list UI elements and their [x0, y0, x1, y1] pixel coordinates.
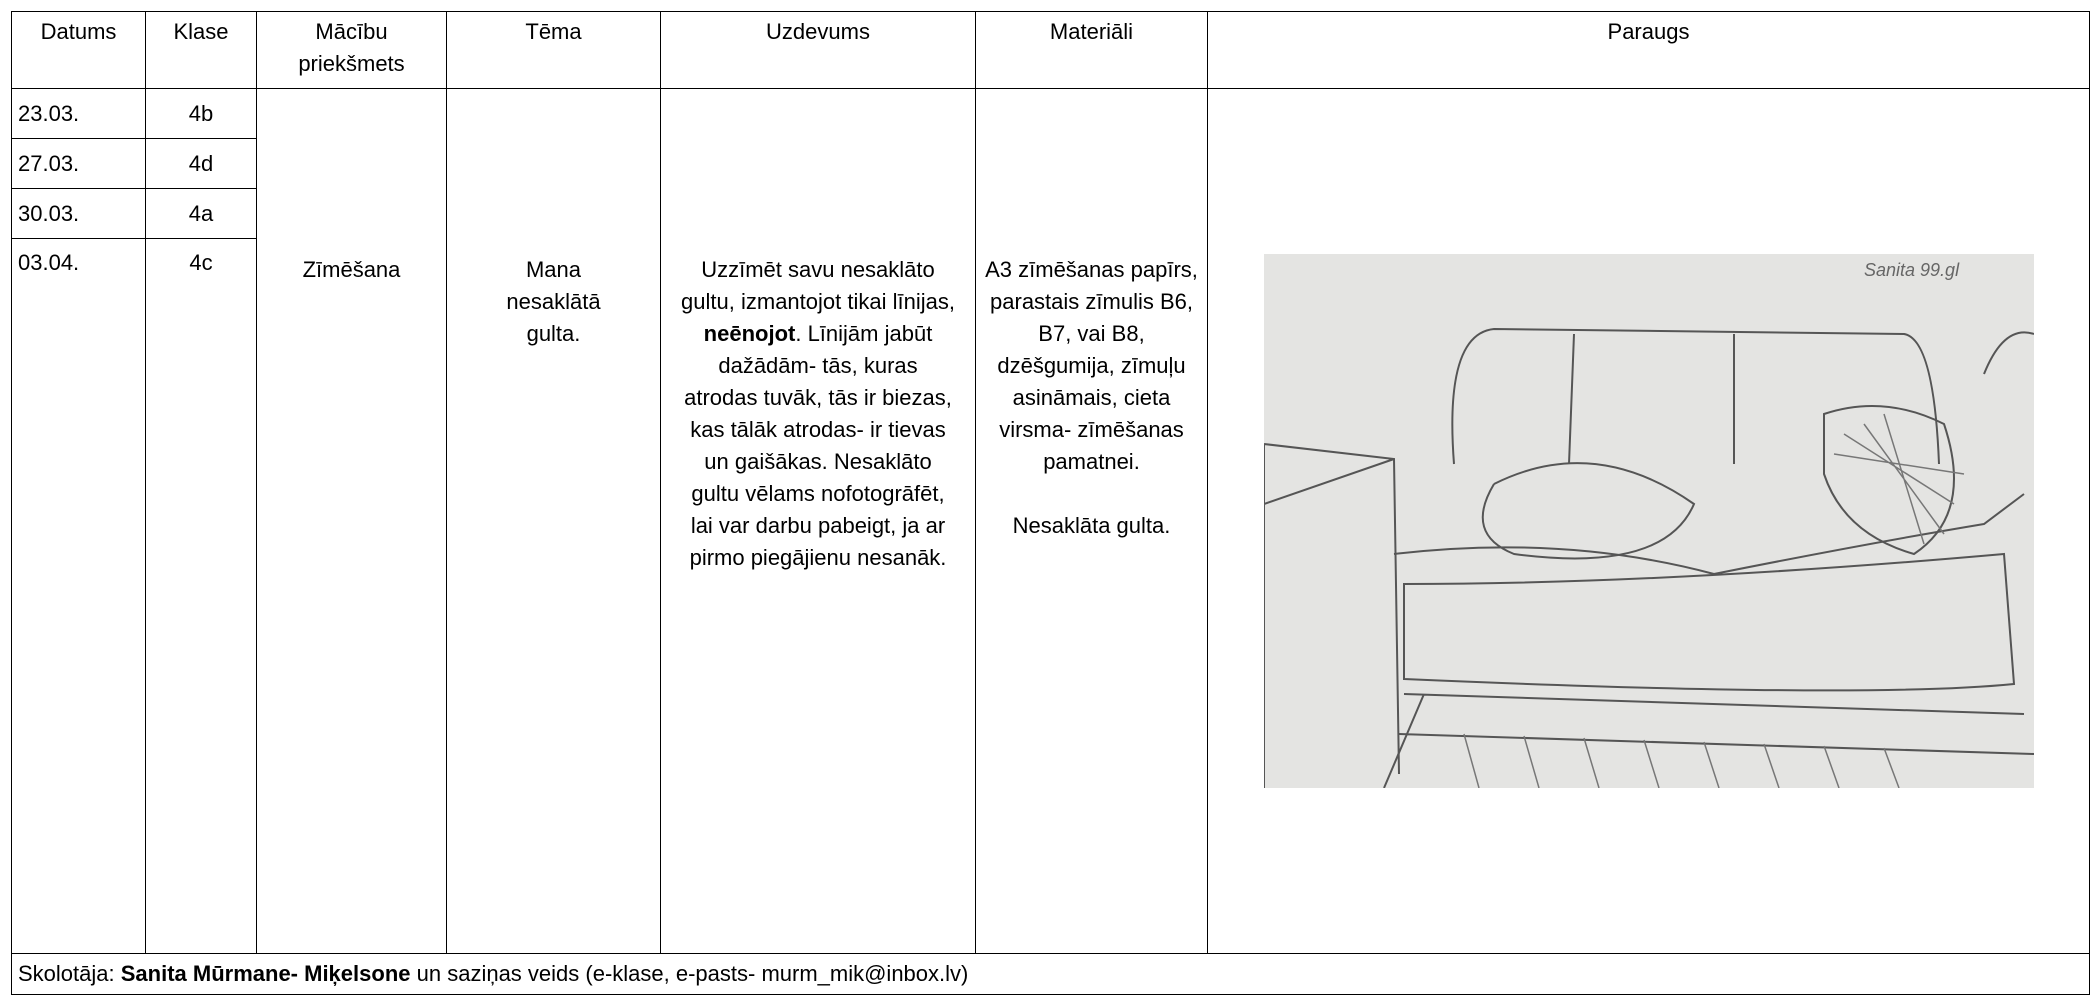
class: 4d	[145, 138, 257, 189]
task-text: Uzzīmēt savu nesaklāto gultu, izmantojot…	[681, 257, 955, 314]
task-bold: neēnojot	[703, 321, 796, 346]
sample-cell: Sanita 99.gl	[1207, 88, 2090, 954]
row: 03.04. 4c	[11, 238, 2090, 954]
materials-text: A3 zīmēšanas papīrs, parastais zīmulis B…	[985, 257, 1198, 474]
class: 4a	[145, 188, 257, 239]
footer-row: Skolotāja: Sanita Mūrmane- Miķelsone un …	[11, 953, 2090, 995]
footer-contact: un saziņas veids (e-klase, e-pasts- murm…	[416, 961, 969, 986]
date: 27.03.	[11, 138, 146, 189]
header-cell: Uzdevums	[660, 11, 976, 89]
header-cell: Tēma	[446, 11, 661, 89]
task: Uzzīmēt savu nesaklāto gultu, izmantojot…	[660, 88, 976, 954]
class: 4c	[145, 238, 257, 954]
lesson-table: Datums Klase Mācību priekšmets Tēma Uzde…	[11, 11, 2090, 995]
row: 27.03. 4d	[11, 138, 2090, 189]
subject: Zīmēšana	[256, 88, 447, 954]
row: 23.03. 4b Zīmēšana Mana nesaklātā gulta.…	[11, 88, 2090, 954]
topic: Mana nesaklātā gulta.	[446, 88, 661, 954]
footer: Skolotāja: Sanita Mūrmane- Miķelsone un …	[11, 953, 2090, 995]
date: 03.04.	[11, 238, 146, 954]
date: 23.03.	[11, 88, 146, 139]
footer-label: Skolotāja:	[18, 961, 115, 986]
hatching	[1462, 413, 1964, 788]
materials: A3 zīmēšanas papīrs, parastais zīmulis B…	[975, 88, 1208, 954]
date: 30.03.	[11, 188, 146, 239]
class: 4b	[145, 88, 257, 139]
sketch	[1263, 327, 2034, 788]
header-cell: Materiāli	[975, 11, 1208, 89]
signature: Sanita 99.gl	[1864, 260, 1960, 280]
materials-note: Nesaklāta gulta.	[1012, 513, 1171, 538]
header-cell: Mācību priekšmets	[256, 11, 447, 89]
header-cell: Paraugs	[1207, 11, 2090, 89]
header-cell: Klase	[145, 11, 257, 89]
paper	[1263, 254, 2034, 788]
sample-drawing: Sanita 99.gl	[1263, 254, 2034, 788]
teacher-name: Sanita Mūrmane- Miķelsone	[120, 961, 411, 986]
row: 30.03. 4a	[11, 188, 2090, 239]
header-cell: Datums	[11, 11, 146, 89]
header-row: Datums Klase Mācību priekšmets Tēma Uzde…	[11, 11, 2090, 89]
task-text: . Līnijām jabūt dažādām- tās, kuras atro…	[684, 321, 952, 570]
